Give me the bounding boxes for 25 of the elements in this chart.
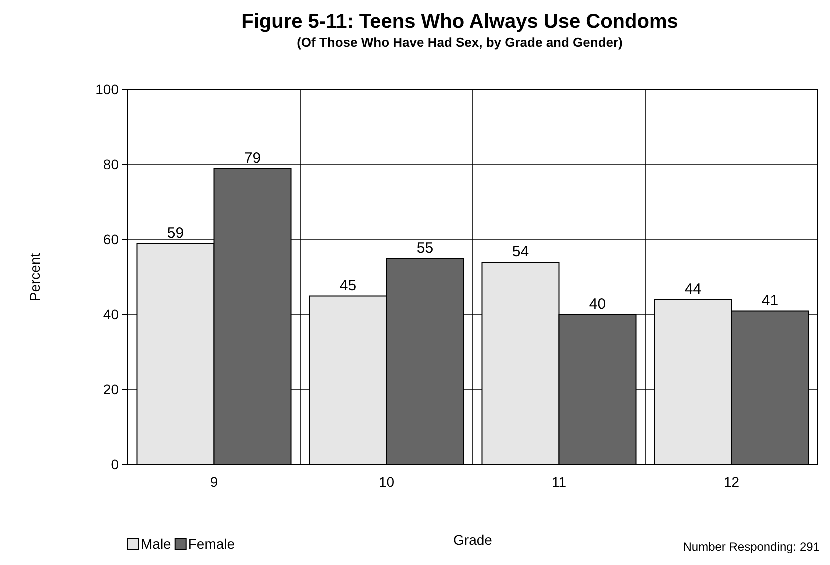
y-tick-label: 100 bbox=[96, 81, 120, 98]
text: Number Responding: 291 bbox=[683, 540, 820, 554]
data-label: 59 bbox=[167, 224, 184, 242]
y-tick-label: 80 bbox=[103, 156, 120, 172]
x-tick-label: 12 bbox=[724, 474, 740, 490]
legend-label: Female bbox=[188, 536, 236, 552]
legend-label: Male bbox=[141, 536, 172, 552]
data-label: 54 bbox=[512, 244, 530, 260]
chart-subtitle: (Of Those Who Have Had Sex, by Grade and Gender) bbox=[297, 35, 623, 50]
x-axis-title: Grade bbox=[454, 532, 493, 548]
x-tick-label: 10 bbox=[378, 474, 395, 490]
x-tick-label: 11 bbox=[552, 474, 567, 490]
y-axis-title: Percent bbox=[27, 253, 43, 302]
data-label: 40 bbox=[589, 296, 606, 313]
x-tick-label: 9 bbox=[210, 474, 218, 490]
data-label: 55 bbox=[416, 240, 434, 257]
data-label: 44 bbox=[684, 281, 702, 298]
y-tick-label: 20 bbox=[103, 381, 120, 398]
data-label: 41 bbox=[762, 292, 779, 310]
chart-title: Figure 5-11: Teens Who Always Use Condoms bbox=[242, 11, 678, 33]
data-label: 79 bbox=[244, 150, 262, 167]
y-tick-label: 60 bbox=[103, 231, 120, 248]
y-tick-label: 40 bbox=[103, 306, 120, 322]
y-tick-label: 0 bbox=[111, 456, 120, 472]
data-label: 45 bbox=[340, 277, 357, 294]
